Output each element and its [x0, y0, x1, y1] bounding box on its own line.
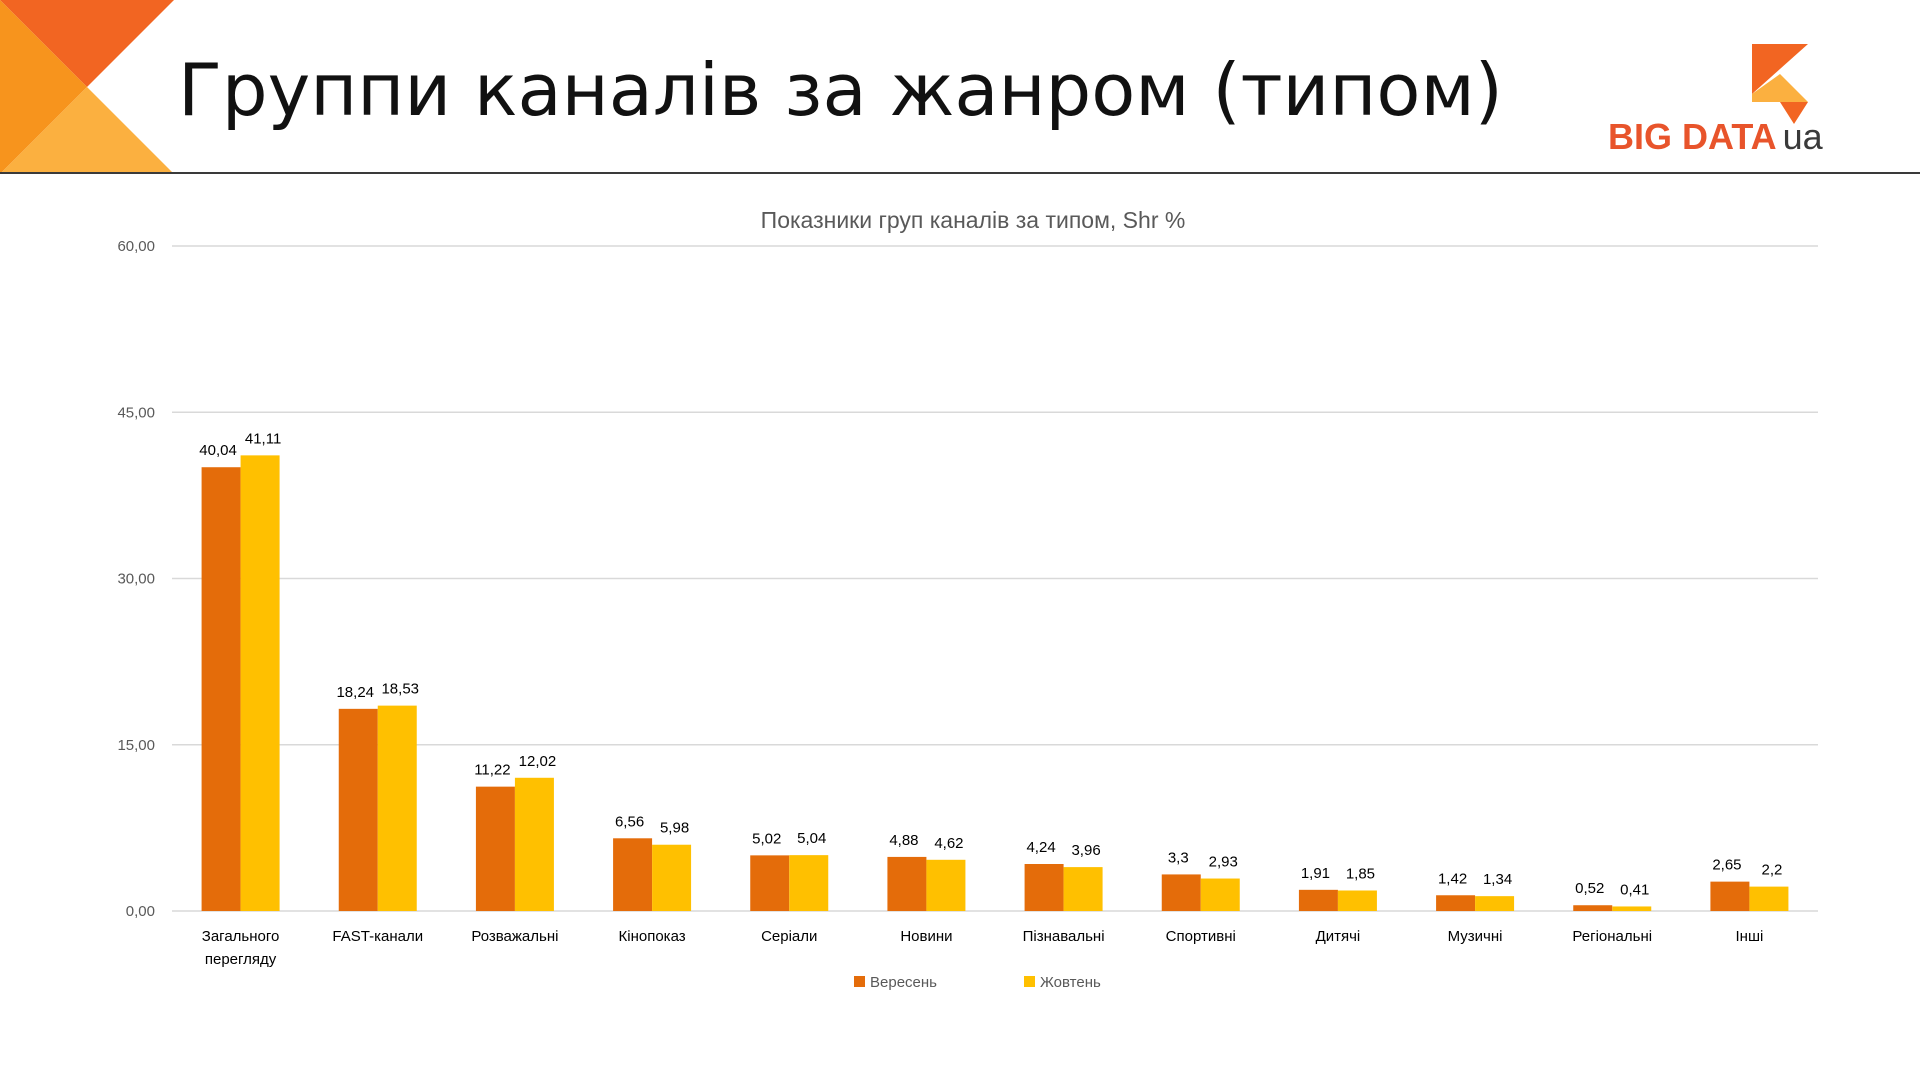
x-tick-label: Спортивні	[1166, 928, 1236, 945]
x-tick-label: Інші	[1736, 928, 1764, 945]
data-label: 3,96	[1071, 842, 1100, 859]
bar-october	[1337, 890, 1377, 911]
bar-september	[750, 855, 790, 911]
data-label: 1,42	[1438, 870, 1467, 887]
bar-september	[1161, 874, 1201, 911]
big-data-logo: BIG DATA ua	[1600, 44, 1840, 164]
bar-september	[1573, 905, 1613, 911]
bar-september	[1436, 895, 1476, 911]
data-label: 2,65	[1712, 857, 1741, 874]
x-tick-label: перегляду	[205, 951, 277, 968]
legend-label: Жовтень	[1040, 974, 1101, 991]
bar-september	[887, 856, 927, 911]
x-tick-label: Регіональні	[1572, 928, 1652, 945]
data-label: 41,11	[245, 430, 281, 447]
bar-october	[926, 859, 966, 911]
y-axis-ticks: 0,00 15,00 30,00 45,00 60,00	[117, 238, 155, 920]
y-tick-label: 30,00	[117, 571, 155, 588]
data-label: 0,52	[1575, 880, 1604, 897]
data-label: 2,93	[1209, 854, 1238, 871]
data-label: 18,53	[381, 681, 419, 698]
x-tick-label: Новини	[900, 928, 952, 945]
logo-text: BIG DATA ua	[1608, 116, 1823, 158]
bar-september	[1298, 889, 1338, 911]
data-label: 1,34	[1483, 871, 1512, 888]
bar-september	[475, 786, 515, 911]
data-label: 40,04	[199, 442, 237, 459]
bar-october	[1200, 878, 1240, 911]
data-label: 5,04	[797, 830, 826, 847]
x-tick-label: Розважальні	[471, 928, 558, 945]
x-tick-label: Дитячі	[1316, 928, 1361, 945]
header-divider	[0, 172, 1920, 174]
legend: Вересень Жовтень	[854, 974, 1101, 991]
slide-title: Группи каналів за жанром (типом)	[178, 48, 1503, 132]
y-tick-label: 0,00	[126, 903, 155, 920]
bar-september	[1710, 881, 1750, 911]
x-tick-label: Серіали	[761, 928, 817, 945]
gridlines	[172, 245, 1818, 912]
data-label: 11,22	[474, 762, 510, 779]
bar-october	[240, 455, 280, 911]
data-label: 5,98	[660, 820, 689, 837]
bar-october	[1063, 867, 1103, 911]
data-label: 18,24	[336, 684, 374, 701]
x-tick-label: Кінопоказ	[619, 928, 686, 945]
x-axis-labels: Загального перегляду FAST-канали Розважальн…	[202, 928, 1764, 968]
legend-label: Вересень	[870, 974, 937, 991]
bar-october	[514, 777, 554, 911]
legend-swatch	[854, 976, 865, 987]
data-label: 4,88	[889, 832, 918, 849]
bar-october	[1749, 886, 1789, 911]
data-label: 3,3	[1168, 849, 1189, 866]
data-label: 4,62	[934, 835, 963, 852]
bar-october	[1612, 906, 1652, 911]
data-label: 6,56	[615, 813, 644, 830]
data-label: 1,85	[1346, 865, 1375, 882]
bar-september	[613, 838, 653, 911]
corner-decoration	[0, 0, 174, 174]
logo-mark-icon	[1752, 44, 1808, 124]
bar-october	[789, 855, 829, 911]
data-label: 0,41	[1620, 881, 1649, 898]
bar-september	[1024, 864, 1064, 911]
chart-title: Показники груп каналів за типом, Shr %	[761, 207, 1186, 233]
bar-october	[377, 705, 417, 911]
data-label: 2,2	[1761, 862, 1782, 879]
data-label: 1,91	[1301, 865, 1330, 882]
bar-september	[201, 467, 241, 911]
data-label: 5,02	[752, 830, 781, 847]
logo-suffix: ua	[1782, 116, 1823, 157]
data-label: 12,02	[519, 753, 557, 770]
y-tick-label: 60,00	[117, 238, 155, 255]
y-tick-label: 45,00	[117, 404, 155, 421]
x-tick-label: Загального	[202, 928, 280, 945]
legend-swatch	[1024, 976, 1035, 987]
y-tick-label: 15,00	[117, 737, 155, 754]
x-tick-label: FAST-канали	[332, 928, 423, 945]
logo-brand: BIG DATA	[1608, 116, 1777, 157]
bar-october	[1475, 896, 1515, 911]
data-label: 4,24	[1026, 839, 1055, 856]
data-labels: 40,04 41,11 18,24 18,53 11,22 12,02 6,56 5,98 5,…	[199, 430, 1782, 898]
bars	[201, 455, 1789, 911]
x-tick-label: Музичні	[1448, 928, 1503, 945]
bar-september	[338, 708, 378, 911]
bar-october	[652, 844, 692, 911]
x-tick-label: Пізнавальні	[1023, 928, 1105, 945]
